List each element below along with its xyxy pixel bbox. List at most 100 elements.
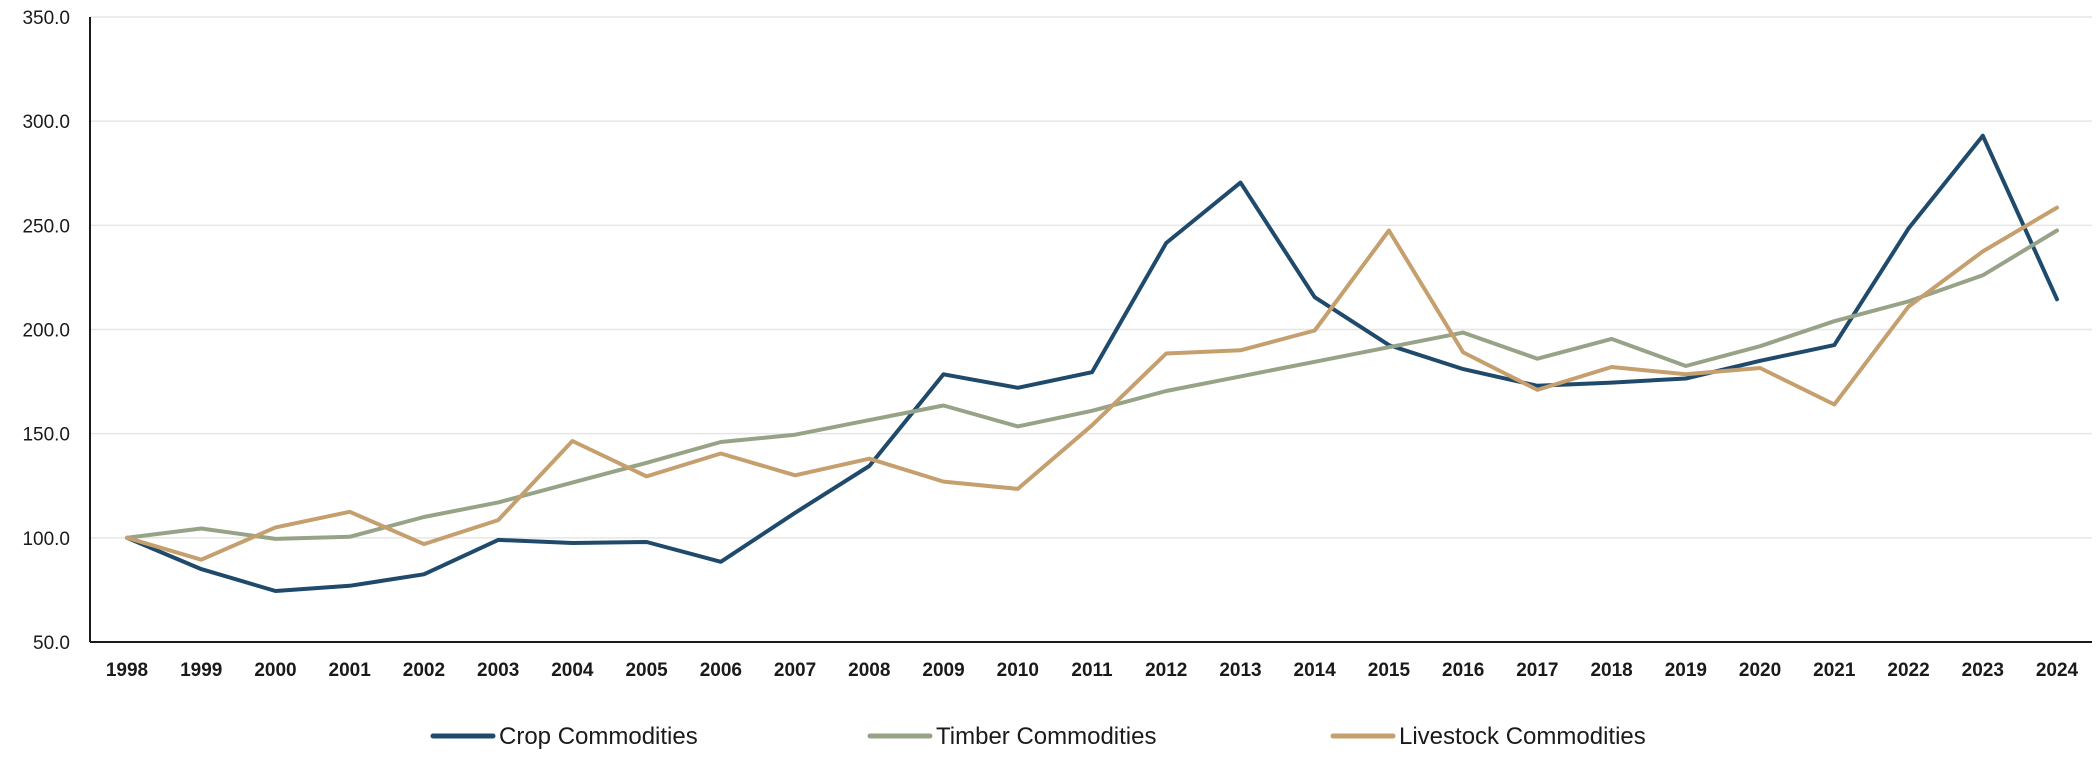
y-tick-label: 150.0 bbox=[22, 425, 70, 446]
x-tick-label: 2015 bbox=[1368, 660, 1411, 681]
legend-item-livestock-commodities: Livestock Commodities bbox=[1330, 723, 1646, 750]
timber-commodities-point-2006 bbox=[719, 440, 723, 444]
livestock-commodities-point-2015 bbox=[1387, 229, 1391, 233]
timber-commodities-point-2009 bbox=[942, 404, 946, 408]
livestock-commodities-point-2024 bbox=[2055, 206, 2059, 210]
crop-commodities-point-2006 bbox=[719, 560, 723, 564]
timber-commodities-line bbox=[125, 228, 2059, 541]
grid-layer bbox=[90, 16, 2092, 539]
crop-commodities-point-2020 bbox=[1758, 359, 1762, 363]
livestock-commodities-point-1999 bbox=[199, 558, 203, 562]
x-tick-label: 2005 bbox=[625, 660, 668, 681]
timber-commodities-point-2002 bbox=[422, 515, 426, 519]
x-tick-label: 2013 bbox=[1219, 660, 1261, 681]
y-tick-label: 50.0 bbox=[33, 633, 70, 654]
y-tick-label: 300.0 bbox=[22, 112, 70, 133]
crop-commodities-point-2022 bbox=[1907, 226, 1911, 230]
livestock-commodities-point-2011 bbox=[1090, 423, 1094, 427]
legend-item-timber-commodities: Timber Commodities bbox=[867, 723, 1157, 750]
livestock-commodities-point-2023 bbox=[1981, 249, 1985, 253]
x-tick-label: 2012 bbox=[1145, 660, 1187, 681]
x-axis-tick-labels: 1998 1999 2000 2001 2002 2003 2004 2005 2006 2007… bbox=[106, 660, 2079, 681]
crop-commodities-point-2012 bbox=[1164, 241, 1168, 245]
livestock-commodities-point-2009 bbox=[942, 480, 946, 484]
timber-commodities-point-2008 bbox=[867, 418, 871, 422]
legend-label-livestock-commodities: Livestock Commodities bbox=[1399, 723, 1646, 750]
x-tick-label: 2024 bbox=[2036, 660, 2079, 681]
x-tick-label: 2000 bbox=[254, 660, 296, 681]
livestock-commodities-point-2010 bbox=[1016, 487, 1020, 491]
timber-commodities-point-2021 bbox=[1832, 319, 1836, 323]
timber-commodities-point-2013 bbox=[1238, 374, 1242, 378]
x-tick-label: 2022 bbox=[1887, 660, 1929, 681]
y-tick-label: 100.0 bbox=[22, 529, 70, 550]
livestock-commodities-point-2000 bbox=[273, 525, 277, 529]
timber-commodities-point-2018 bbox=[1610, 337, 1614, 341]
livestock-commodities-point-2020 bbox=[1758, 366, 1762, 370]
livestock-commodities-point-2018 bbox=[1610, 365, 1614, 369]
crop-commodities-point-1999 bbox=[199, 567, 203, 571]
x-tick-label: 2014 bbox=[1294, 660, 1337, 681]
x-tick-label: 2018 bbox=[1590, 660, 1632, 681]
timber-commodities-point-2024 bbox=[2055, 229, 2059, 233]
x-tick-label: 2002 bbox=[403, 660, 445, 681]
livestock-commodities-point-2005 bbox=[645, 474, 649, 478]
legend-label-crop-commodities: Crop Commodities bbox=[499, 723, 698, 750]
series-layer bbox=[125, 133, 2059, 593]
timber-commodities-point-2007 bbox=[793, 433, 797, 437]
crop-commodities-point-2010 bbox=[1016, 386, 1020, 390]
livestock-commodities-point-2001 bbox=[348, 510, 352, 514]
crop-commodities-point-2021 bbox=[1832, 343, 1836, 347]
livestock-commodities-point-2022 bbox=[1907, 305, 1911, 309]
livestock-commodities-point-2017 bbox=[1535, 388, 1539, 392]
livestock-commodities-point-2007 bbox=[793, 473, 797, 477]
crop-commodities-point-2014 bbox=[1313, 295, 1317, 299]
crop-commodities-point-2023 bbox=[1981, 134, 1985, 138]
y-tick-label: 350.0 bbox=[22, 8, 70, 29]
y-tick-label: 200.0 bbox=[22, 321, 70, 342]
timber-commodities-point-2005 bbox=[645, 461, 649, 465]
livestock-commodities-point-2004 bbox=[570, 439, 574, 443]
x-tick-label: 2004 bbox=[551, 660, 594, 681]
x-tick-label: 2010 bbox=[997, 660, 1039, 681]
livestock-commodities-point-2014 bbox=[1313, 329, 1317, 333]
y-tick-label: 250.0 bbox=[22, 216, 70, 237]
timber-commodities-point-2020 bbox=[1758, 344, 1762, 348]
timber-commodities-point-2010 bbox=[1016, 424, 1020, 428]
x-tick-label: 2020 bbox=[1739, 660, 1781, 681]
x-tick-label: 1999 bbox=[180, 660, 222, 681]
x-tick-label: 2021 bbox=[1813, 660, 1856, 681]
x-tick-label: 2023 bbox=[1962, 660, 2004, 681]
timber-commodities-point-2022 bbox=[1907, 299, 1911, 303]
crop-commodities-point-2008 bbox=[867, 464, 871, 468]
livestock-commodities-point-2016 bbox=[1461, 350, 1465, 354]
axis-layer bbox=[89, 17, 2092, 643]
timber-commodities-point-2014 bbox=[1313, 360, 1317, 364]
legend: Crop Commodities Timber Commodities Livest… bbox=[430, 723, 1646, 750]
timber-commodities-point-2023 bbox=[1981, 273, 1985, 277]
x-tick-label: 2009 bbox=[922, 660, 964, 681]
livestock-commodities-point-2006 bbox=[719, 451, 723, 455]
x-tick-label: 2016 bbox=[1442, 660, 1484, 681]
crop-commodities-point-2009 bbox=[942, 372, 946, 376]
x-tick-label: 1998 bbox=[106, 660, 148, 681]
x-tick-label: 2008 bbox=[848, 660, 890, 681]
x-tick-label: 2001 bbox=[329, 660, 372, 681]
crop-commodities-point-2016 bbox=[1461, 367, 1465, 371]
x-tick-label: 2019 bbox=[1665, 660, 1707, 681]
x-tick-label: 2003 bbox=[477, 660, 519, 681]
timber-commodities-point-2003 bbox=[496, 500, 500, 504]
timber-commodities-point-2016 bbox=[1461, 331, 1465, 335]
crop-commodities-point-2018 bbox=[1610, 381, 1614, 385]
legend-label-timber-commodities: Timber Commodities bbox=[936, 723, 1157, 750]
crop-commodities-point-2001 bbox=[348, 584, 352, 588]
livestock-commodities-point-2012 bbox=[1164, 351, 1168, 355]
crop-commodities-point-2019 bbox=[1684, 376, 1688, 380]
timber-commodities-point-2000 bbox=[273, 537, 277, 541]
crop-commodities-line bbox=[125, 133, 2059, 593]
livestock-commodities-line bbox=[125, 205, 2059, 562]
livestock-commodities-point-2003 bbox=[496, 518, 500, 522]
timber-commodities-point-2017 bbox=[1535, 357, 1539, 361]
timber-commodities-point-1999 bbox=[199, 526, 203, 530]
